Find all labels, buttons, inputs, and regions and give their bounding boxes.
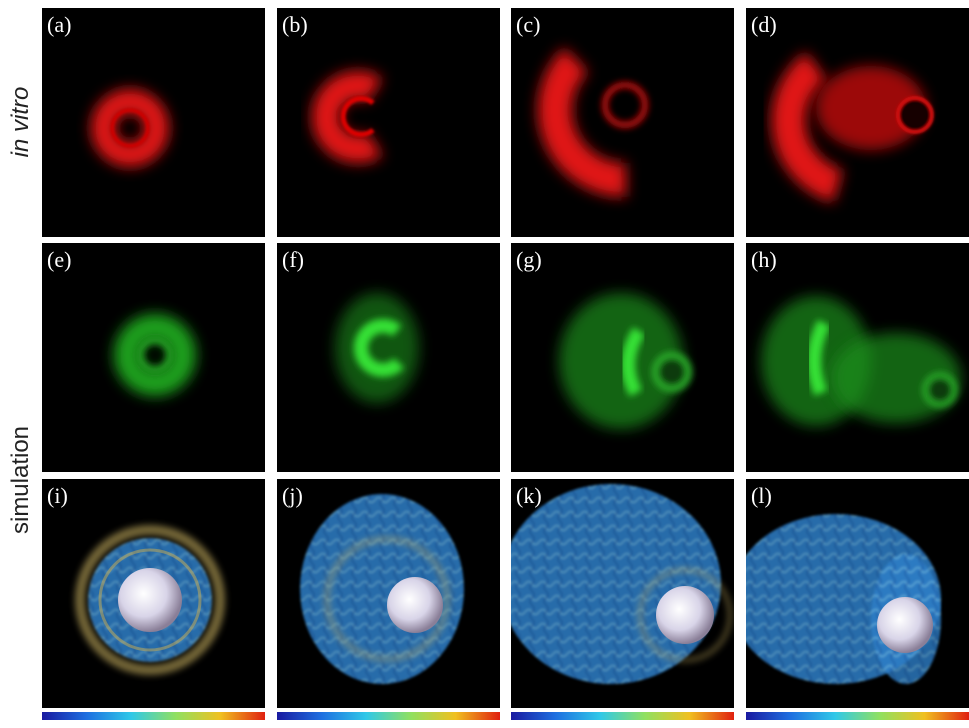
figure: in vitro simulation (a) (b) (c) (d) (e) …	[0, 0, 969, 723]
panel-label: (d)	[751, 12, 777, 37]
panel: (f)	[277, 243, 500, 472]
panel: (k)	[501, 479, 734, 708]
panel-label: (i)	[47, 483, 68, 508]
panel: (i)	[42, 479, 265, 708]
panel: (a)	[42, 8, 265, 237]
colorbar	[42, 712, 265, 720]
panel-label: (g)	[516, 247, 542, 272]
panel: (h)	[746, 243, 969, 472]
panel-label: (l)	[751, 483, 772, 508]
colorbar	[511, 712, 734, 720]
panel: (d)	[746, 8, 969, 237]
panel: (e)	[42, 243, 265, 472]
panel: (l)	[731, 479, 969, 708]
page: in vitro simulation (a) (b) (c) (d) (e) …	[0, 0, 969, 723]
row-label: in vitro	[7, 87, 34, 158]
panel-label: (k)	[516, 483, 542, 508]
row-label: simulation	[7, 426, 34, 534]
panel-label: (c)	[516, 12, 540, 37]
panel-label: (h)	[751, 247, 777, 272]
panel-label: (j)	[282, 483, 303, 508]
panel-label: (b)	[282, 12, 308, 37]
colorbar	[277, 712, 500, 720]
panel: (g)	[511, 243, 734, 472]
panel: (b)	[277, 8, 500, 237]
colorbar	[746, 712, 969, 720]
panel: (c)	[511, 8, 734, 237]
panel: (j)	[277, 479, 500, 708]
panel-label: (f)	[282, 247, 304, 272]
panel-label: (a)	[47, 12, 71, 37]
panel-label: (e)	[47, 247, 71, 272]
